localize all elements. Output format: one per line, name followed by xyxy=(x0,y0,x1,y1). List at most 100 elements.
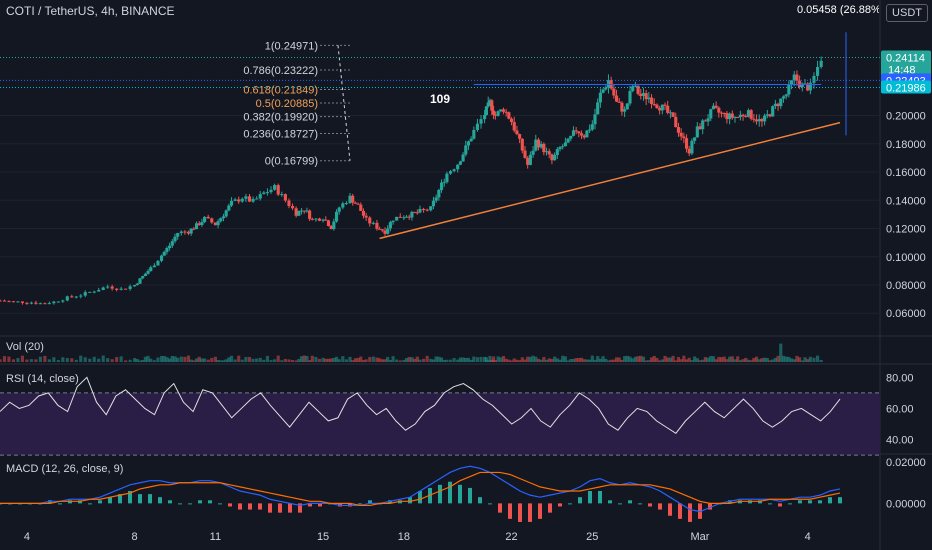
candle-body xyxy=(258,194,262,199)
macd-histogram-bar xyxy=(548,503,552,513)
macd-histogram-bar xyxy=(598,491,602,504)
volume-bar xyxy=(531,355,535,362)
volume-bar xyxy=(386,356,390,362)
candle-body xyxy=(224,210,228,217)
candle-body xyxy=(206,216,210,219)
candle-body xyxy=(156,260,160,266)
candle-body xyxy=(596,102,600,115)
candle-body xyxy=(577,131,581,134)
macd-tick-label: 0.00000 xyxy=(886,498,926,510)
volume-bar xyxy=(787,356,791,362)
macd-histogram-bar xyxy=(708,503,712,510)
volume-bar xyxy=(520,357,524,362)
macd-histogram-bar xyxy=(588,491,592,504)
candle-body xyxy=(666,105,670,113)
candle-body xyxy=(566,138,570,143)
volume-bar xyxy=(25,359,29,362)
candle-body xyxy=(563,142,567,147)
candle-body xyxy=(452,169,456,172)
candle-body xyxy=(83,292,87,296)
volume-bar xyxy=(368,357,372,362)
macd-histogram-bar xyxy=(538,503,542,519)
volume-bar xyxy=(736,356,740,362)
candle-body xyxy=(542,143,546,153)
volume-bar xyxy=(297,358,301,362)
volume-bar xyxy=(636,356,640,362)
candle-body xyxy=(146,271,150,274)
volume-bar xyxy=(38,356,42,362)
candle-body xyxy=(798,80,802,88)
volume-bar xyxy=(763,357,767,362)
macd-histogram-bar xyxy=(288,503,292,513)
volume-bar xyxy=(402,359,406,362)
candle-body xyxy=(439,182,444,191)
volume-bar xyxy=(741,359,745,362)
y-tick-label: 0.18000 xyxy=(886,139,926,151)
candle-body xyxy=(34,302,38,304)
candle-body xyxy=(760,119,764,122)
volume-bar xyxy=(353,358,357,362)
volume-bar xyxy=(326,358,331,362)
volume-bar xyxy=(133,358,137,362)
volume-bar xyxy=(757,359,761,362)
volume-bar xyxy=(388,360,392,362)
volume-bar xyxy=(194,358,199,362)
candle-body xyxy=(186,231,191,234)
volume-bar xyxy=(410,357,414,362)
volume-bar xyxy=(119,356,123,362)
volume-bar xyxy=(156,357,160,362)
candle-body xyxy=(733,116,737,118)
volume-bar xyxy=(186,355,191,362)
volume-bar xyxy=(351,360,355,362)
candle-body xyxy=(183,231,187,233)
volume-bar xyxy=(730,356,734,362)
candle-body xyxy=(475,123,480,130)
volume-bar xyxy=(703,357,707,362)
volume-bar xyxy=(819,359,823,362)
macd-histogram-bar xyxy=(228,503,232,507)
candle-body xyxy=(639,93,643,96)
volume-bar xyxy=(332,357,336,362)
candle-body xyxy=(593,114,597,125)
candle-body xyxy=(2,300,7,302)
volume-bar xyxy=(792,359,796,362)
candle-body xyxy=(512,122,516,131)
candle-body xyxy=(682,136,686,139)
volume-bar xyxy=(765,357,769,362)
volume-bar xyxy=(240,359,244,362)
candle-body xyxy=(507,112,511,119)
volume-bar xyxy=(475,357,480,362)
candle-body xyxy=(531,150,535,155)
volume-bar xyxy=(244,356,248,362)
candle-body xyxy=(526,157,530,165)
volume-bar xyxy=(61,357,65,362)
volume-bar xyxy=(523,359,527,362)
currency-badge[interactable]: USDT xyxy=(886,4,928,22)
volume-bar xyxy=(709,356,713,362)
candle-body xyxy=(29,302,33,304)
candle-body xyxy=(614,95,619,102)
candle-body xyxy=(299,210,304,212)
candle-body xyxy=(410,211,414,218)
volume-bar xyxy=(159,355,164,362)
candle-body xyxy=(391,220,395,223)
volume-bar xyxy=(361,360,366,362)
candle-body xyxy=(773,103,777,107)
volume-bar xyxy=(442,359,446,362)
volume-bar xyxy=(550,359,554,362)
candle-body xyxy=(479,119,483,124)
candle-body xyxy=(501,109,506,112)
volume-bar xyxy=(779,343,783,362)
candle-body xyxy=(776,103,780,107)
macd-histogram-bar xyxy=(568,503,572,505)
volume-bar xyxy=(631,358,635,362)
volume-bar xyxy=(146,355,150,362)
volume-bar xyxy=(690,360,694,362)
macd-histogram-bar xyxy=(448,481,452,504)
volume-bar xyxy=(65,358,69,362)
volume-bar xyxy=(210,357,214,362)
volume-bar xyxy=(197,356,201,362)
volume-bar xyxy=(233,359,237,362)
volume-bar xyxy=(668,357,672,362)
